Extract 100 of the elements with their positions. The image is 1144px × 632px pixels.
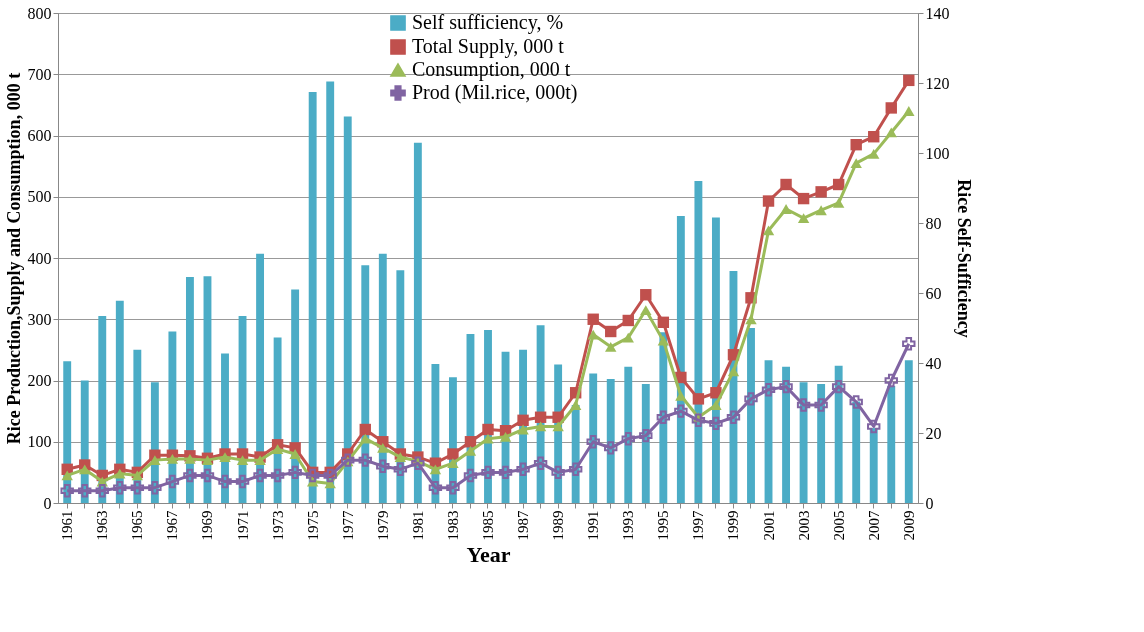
bar (747, 328, 755, 503)
point (622, 332, 634, 343)
point (815, 205, 827, 216)
point (130, 480, 145, 495)
y-tick-label: 700 (27, 65, 52, 83)
point (726, 410, 741, 424)
point (884, 373, 898, 388)
point (517, 414, 529, 427)
point (393, 462, 408, 477)
y-tick-label: 300 (27, 310, 52, 328)
point (657, 316, 670, 329)
x-tick-label: 1987 (515, 510, 532, 541)
point (831, 379, 846, 394)
bar (904, 360, 913, 503)
point (429, 464, 442, 475)
x-tick-label: 1983 (444, 510, 461, 541)
x-tick-label: 1995 (655, 510, 672, 541)
y2-tick-label: 140 (925, 4, 950, 22)
point (271, 444, 284, 455)
point (868, 148, 880, 159)
point (850, 138, 862, 151)
y2-tick-label: 100 (925, 144, 950, 162)
bar (852, 401, 861, 503)
point (605, 325, 617, 338)
point (762, 225, 775, 236)
point (586, 435, 600, 449)
x-tick-label: 1969 (199, 510, 216, 541)
point (131, 470, 144, 481)
bar (185, 276, 194, 503)
point (639, 428, 653, 443)
point (166, 453, 179, 464)
point (640, 305, 652, 315)
point (533, 456, 548, 470)
point (744, 392, 758, 406)
point (569, 400, 582, 410)
point (745, 314, 757, 325)
point (516, 462, 530, 477)
bar (589, 373, 598, 503)
y-tick-label: 800 (27, 4, 52, 22)
point (358, 453, 372, 467)
bar (869, 428, 878, 503)
point (376, 459, 390, 473)
point (762, 195, 775, 207)
point (359, 423, 371, 436)
point (254, 455, 266, 466)
y-tick-label: 0 (43, 494, 52, 512)
point (675, 390, 687, 401)
point (797, 213, 810, 224)
y2-tick-label: 40 (925, 354, 942, 372)
point (235, 474, 250, 489)
point (79, 464, 91, 475)
point (709, 416, 723, 431)
point (394, 452, 407, 462)
x-tick-label: 2005 (830, 510, 847, 541)
x-tick-label: 1963 (94, 510, 111, 541)
x-tick-label: 1973 (269, 510, 286, 541)
point (482, 433, 494, 444)
bar (817, 384, 826, 503)
point (796, 398, 811, 412)
point (114, 468, 126, 479)
legend-label: Consumption, 000 t (412, 58, 571, 81)
point (849, 395, 863, 409)
x-tick-label: 1965 (129, 510, 146, 541)
point (885, 127, 897, 138)
point (377, 442, 389, 453)
legend-label: Prod (Mil.rice, 000t) (412, 81, 578, 104)
x-tick-label: 1961 (59, 510, 76, 541)
point (640, 289, 652, 301)
x-tick-label: 1985 (480, 510, 496, 541)
point (323, 468, 337, 483)
y-tick-label: 600 (27, 127, 52, 144)
bar (413, 142, 422, 503)
point (482, 423, 494, 436)
x-tick-label: 1971 (234, 510, 251, 541)
x-tick-label: 1967 (164, 510, 181, 541)
point (60, 484, 74, 498)
point (534, 421, 547, 432)
point (692, 393, 705, 405)
point (200, 468, 215, 483)
bar (256, 253, 265, 503)
point (779, 379, 793, 394)
bar (624, 366, 633, 503)
x-axis-title: Year (466, 541, 511, 567)
point (587, 313, 599, 325)
y-tick-label: 100 (27, 433, 52, 451)
bar (396, 270, 405, 503)
bar (799, 382, 808, 503)
point (727, 366, 740, 377)
point (814, 398, 828, 412)
y2-tick-label: 80 (925, 214, 942, 232)
point (61, 470, 73, 481)
point (113, 480, 127, 495)
x-tick-label: 1975 (304, 510, 321, 541)
y-tick-label: 500 (27, 188, 52, 206)
point (253, 468, 267, 483)
point (517, 424, 529, 435)
point (551, 465, 565, 480)
point (902, 337, 916, 351)
x-tick-label: 1997 (690, 510, 707, 541)
point (710, 400, 722, 410)
